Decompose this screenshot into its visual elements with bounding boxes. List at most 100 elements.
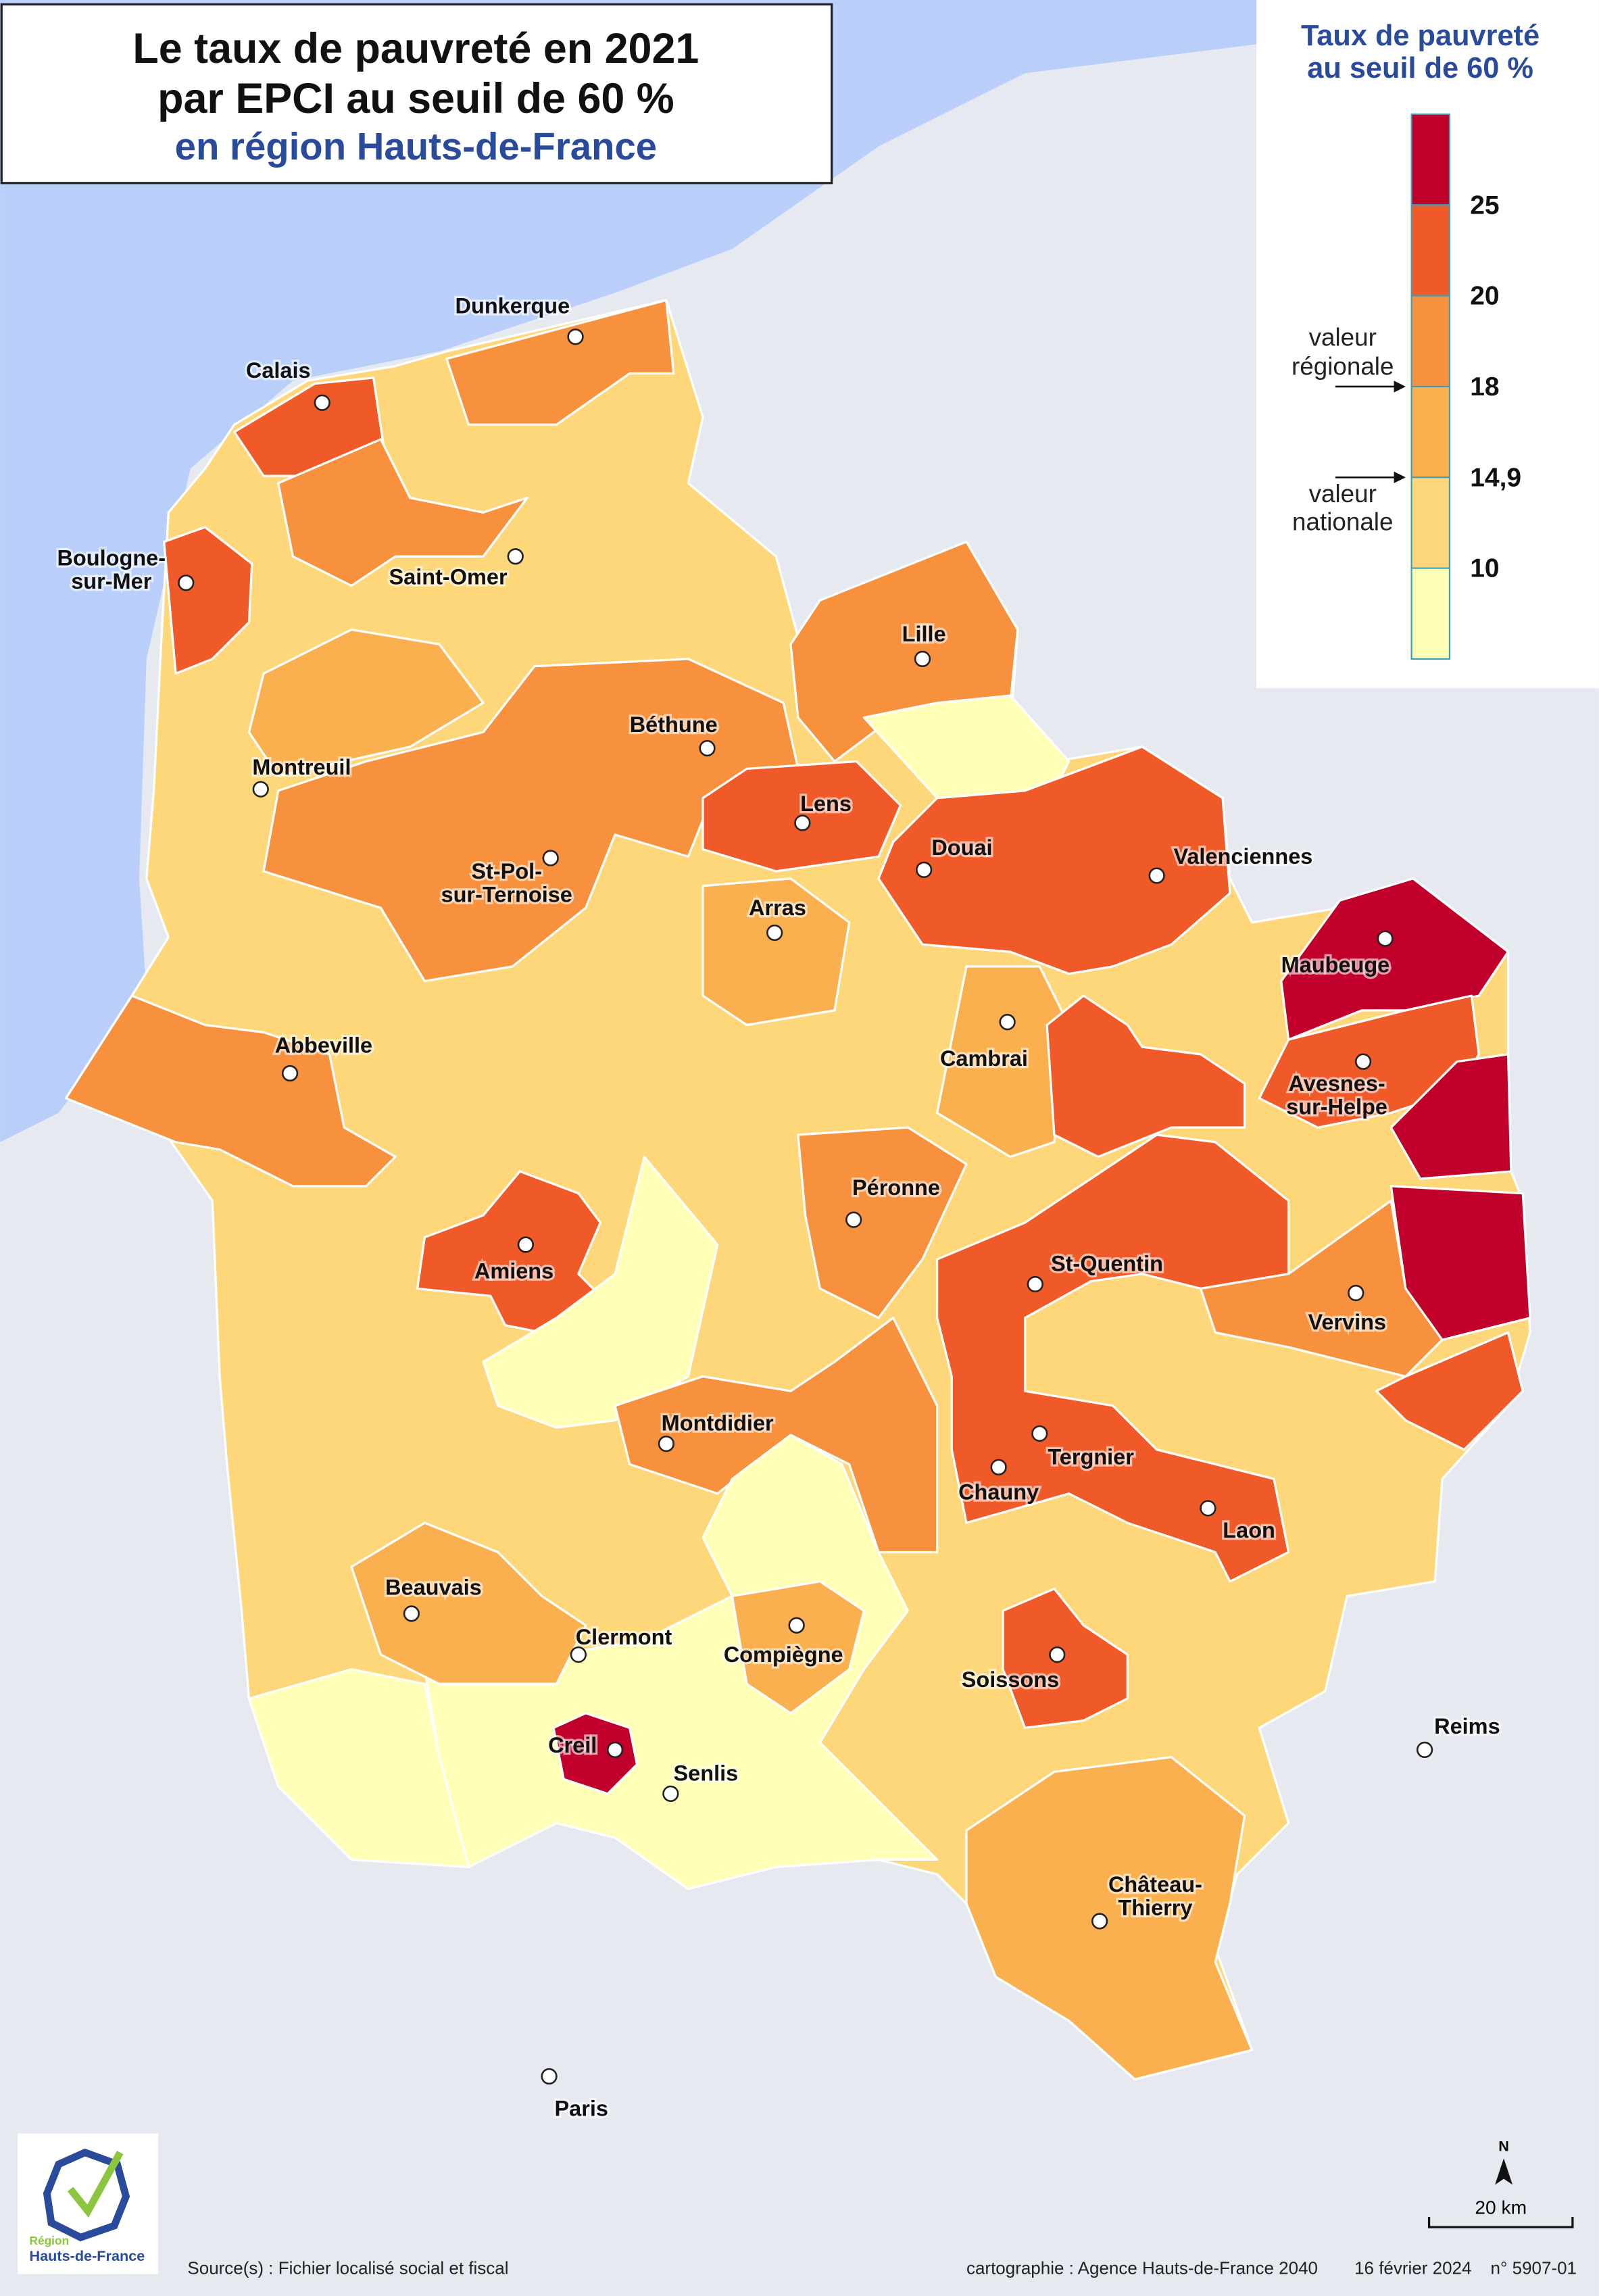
legend-swatch [1410, 567, 1450, 660]
city-dot [1049, 1646, 1066, 1663]
city-label: Maubeuge [1281, 953, 1390, 977]
city-dot [1377, 930, 1394, 947]
scale-bar [1427, 2217, 1574, 2228]
credit: cartographie : Agence Hauts-de-France 20… [966, 2258, 1318, 2278]
legend-note: nationale [1292, 508, 1393, 535]
city-label: Compiègne [724, 1642, 843, 1667]
city-label: Arras [749, 896, 806, 920]
city-label: Soissons [962, 1667, 1059, 1692]
city-label: Beauvais [385, 1575, 482, 1599]
zone [445, 299, 675, 426]
city-dot [999, 1014, 1016, 1031]
city-label: Laon [1223, 1518, 1275, 1542]
title-line: par EPCI au seuil de 60 % [157, 75, 674, 122]
title-box [0, 3, 833, 185]
city-label: Abbeville [275, 1033, 372, 1058]
logo-text: Région [29, 2234, 69, 2247]
arrow-head [1394, 381, 1406, 393]
legend-swatch [1410, 113, 1450, 206]
city-label: Valenciennes [1174, 844, 1313, 869]
city-label: sur-Ternoise [441, 883, 572, 907]
city-dot [252, 781, 269, 798]
city-dot [507, 548, 524, 565]
sea [0, 0, 1260, 1142]
city-label: Creil [548, 1733, 597, 1757]
logo-shape [43, 2148, 130, 2242]
city-dot [178, 575, 195, 591]
legend-swatch [1410, 385, 1450, 479]
city-dot [541, 2068, 558, 2085]
zone [936, 1133, 1290, 1583]
city-dot [990, 1459, 1007, 1475]
logo-text: Hauts-de-France [29, 2247, 145, 2264]
title-line: Le taux de pauvreté en 2021 [132, 25, 699, 72]
zone [1046, 994, 1246, 1158]
zone [797, 1126, 968, 1319]
city-label: sur-Mer [71, 569, 151, 593]
city-dot [570, 1646, 587, 1663]
date: 16 février 2024 [1354, 2258, 1471, 2278]
city-label: Clermont [576, 1625, 672, 1649]
city-dot [914, 650, 931, 668]
city-label: Saint-Omer [389, 564, 507, 589]
city-label: St-Quentin [1051, 1251, 1163, 1275]
zone [1375, 1331, 1524, 1451]
zone [552, 1712, 639, 1795]
city-label: Chauny [958, 1480, 1039, 1504]
legend-swatch [1410, 295, 1450, 388]
zone [731, 1580, 865, 1715]
legend-swatch [1410, 477, 1450, 569]
city-dot [1027, 1275, 1043, 1293]
city-label: Amiens [474, 1259, 554, 1283]
city-dot [606, 1741, 624, 1759]
city-label: Lens [800, 791, 852, 816]
subtitle: en région Hauts-de-France [175, 125, 657, 168]
zone [350, 1521, 587, 1686]
legend-title: Taux de pauvreté [1301, 20, 1540, 52]
city-label: Boulogne- [57, 545, 166, 570]
zone [64, 994, 397, 1188]
city-dot [788, 1617, 805, 1634]
map-number: n° 5907-01 [1491, 2258, 1577, 2278]
city-label: Paris [554, 2097, 608, 2121]
city-dot [1416, 1741, 1433, 1759]
city-dot [517, 1236, 535, 1253]
legend-note: valeur [1309, 480, 1377, 508]
city-dot [542, 850, 559, 866]
zone [482, 1155, 719, 1429]
zone [936, 965, 1071, 1158]
city-dot [1354, 1053, 1372, 1070]
city-dot [567, 328, 584, 345]
zone [702, 877, 851, 1027]
city-label: Béthune [630, 712, 718, 737]
zone [1389, 1185, 1531, 1341]
zone [965, 1756, 1254, 2080]
cities: Dunkerque Calais Boulogne-sur-Mer Saint-Ome… [55, 291, 1502, 2122]
city-label: Senlis [673, 1761, 738, 1785]
zone [163, 526, 253, 675]
city-dot [403, 1605, 420, 1622]
city-dot [916, 861, 933, 879]
arrow-head [1394, 471, 1406, 483]
city-label: Dunkerque [456, 294, 570, 318]
legend-title: au seuil de 60 % [1307, 52, 1533, 84]
city-label: Château- [1108, 1872, 1202, 1897]
city-label: sur-Helpe [1286, 1095, 1387, 1119]
city-dot [699, 739, 716, 757]
city-label: Tergnier [1048, 1444, 1134, 1469]
city-dot [766, 924, 783, 942]
source: Source(s) : Fichier localisé social et f… [187, 2258, 508, 2278]
city-label: St-Pol- [471, 859, 542, 883]
city-label: Douai [931, 835, 992, 860]
north-label: N [1498, 2138, 1509, 2155]
city-dot [845, 1211, 862, 1228]
zone [1002, 1587, 1129, 1730]
city-dot [1148, 867, 1165, 884]
city-dot [281, 1065, 299, 1082]
zone [877, 746, 1231, 975]
city-label: Péronne [852, 1175, 940, 1200]
city-dot [1348, 1284, 1364, 1302]
scale-label: 20 km [1475, 2197, 1527, 2218]
